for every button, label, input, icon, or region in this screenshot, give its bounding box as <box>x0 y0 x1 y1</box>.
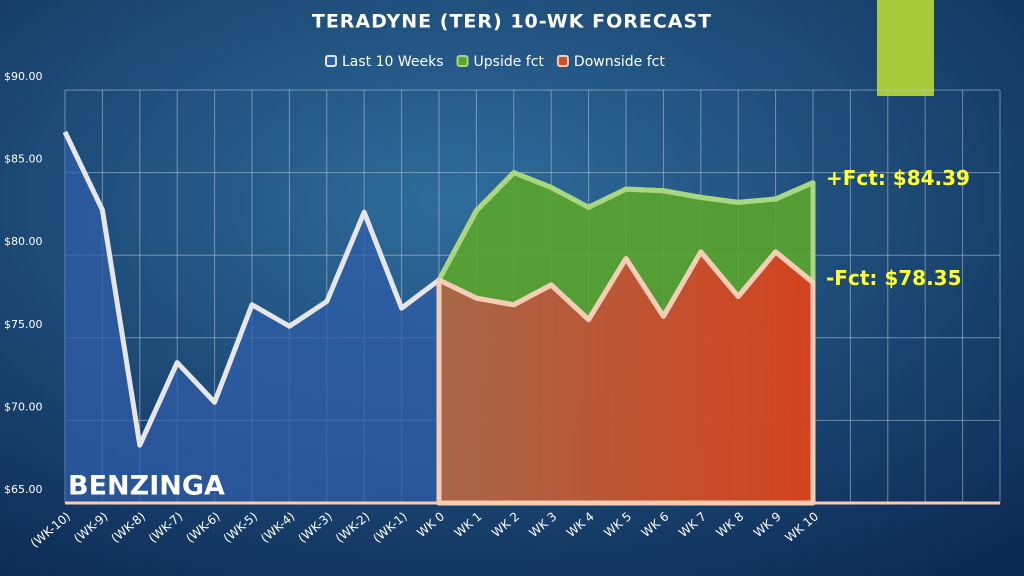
y-tick-label: $80.00 <box>4 235 43 248</box>
y-tick-label: $85.00 <box>4 153 43 166</box>
y-tick-label: $90.00 <box>4 70 43 83</box>
series-line <box>436 170 815 282</box>
y-tick-label: $65.00 <box>4 483 43 496</box>
legend-label: Downside fct <box>574 54 665 70</box>
legend-label: Upside fct <box>474 54 545 70</box>
legend: Last 10 Weeks Upside fct Downside fct <box>325 54 665 70</box>
legend-swatch <box>556 55 569 67</box>
legend-label: Last 10 Weeks <box>342 54 444 70</box>
legend-swatch <box>325 55 337 67</box>
legend-swatch <box>456 55 469 67</box>
series-line <box>62 130 441 448</box>
chart-title: TERADYNE (TER) 10-WK FORECAST <box>312 11 712 33</box>
y-tick-label: $75.00 <box>4 318 43 331</box>
series-area <box>65 131 439 503</box>
watermark: BENZINGA <box>68 471 225 502</box>
series-line <box>437 249 815 323</box>
annotation: -Fct: $78.35 <box>826 266 962 290</box>
accent-block <box>877 0 934 96</box>
annotation: +Fct: $84.39 <box>826 166 970 190</box>
y-tick-label: $70.00 <box>4 400 43 413</box>
